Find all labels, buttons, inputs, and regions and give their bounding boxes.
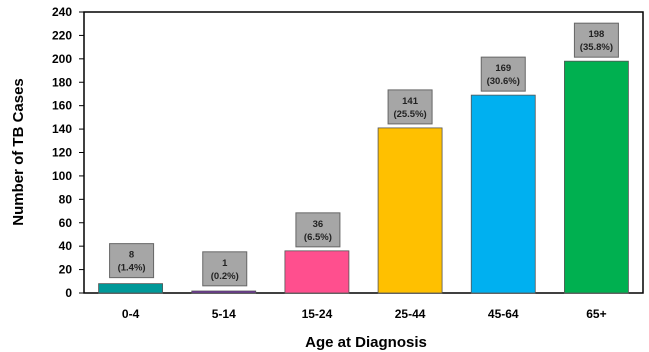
x-tick-label: 25-44 xyxy=(395,307,426,321)
y-tick-label: 40 xyxy=(59,239,73,253)
y-tick-label: 140 xyxy=(52,122,72,136)
data-label-count: 198 xyxy=(588,29,604,40)
x-axis-title: Age at Diagnosis xyxy=(305,334,427,351)
y-tick-label: 80 xyxy=(59,192,73,206)
data-label-percent: (35.8%) xyxy=(580,42,613,53)
bar-65+ xyxy=(564,60,629,294)
y-tick-label: 20 xyxy=(59,263,73,277)
y-tick-label: 240 xyxy=(52,5,72,19)
y-tick-label: 120 xyxy=(52,146,72,160)
bar-15-24 xyxy=(284,250,350,294)
data-label-box xyxy=(295,212,341,248)
data-label-callouts: 8 (1.4%) 1 (0.2%) 36 (6.5%) 141 (25.5%) 169 (30.6… xyxy=(109,22,619,287)
y-tick-label: 160 xyxy=(52,99,72,113)
data-label-box xyxy=(387,89,433,125)
x-tick-label: 15-24 xyxy=(302,307,333,321)
data-label-45-64: 169 (30.6%) xyxy=(480,56,526,92)
y-tick-label: 0 xyxy=(65,286,72,300)
x-tick-label: 0-4 xyxy=(122,307,140,321)
y-axis-ticks: 0 20 40 60 80 100 120 140 160 180 200 220 240 xyxy=(52,5,84,300)
y-tick-label: 200 xyxy=(52,52,72,66)
data-label-box xyxy=(573,22,619,58)
data-label-25-44: 141 (25.5%) xyxy=(387,89,433,125)
y-axis-title: Number of TB Cases xyxy=(10,78,27,226)
data-label-0-4: 8 (1.4%) xyxy=(109,243,155,279)
data-label-5-14: 1 (0.2%) xyxy=(202,251,248,287)
data-label-65+: 198 (35.8%) xyxy=(573,22,619,58)
bars xyxy=(98,60,629,294)
x-tick-label: 65+ xyxy=(586,307,606,321)
data-label-percent: (0.2%) xyxy=(211,271,239,282)
data-label-percent: (30.6%) xyxy=(487,76,520,87)
y-tick-label: 60 xyxy=(59,216,73,230)
data-label-percent: (6.5%) xyxy=(304,232,332,243)
data-label-count: 169 xyxy=(495,63,511,74)
bar-25-44 xyxy=(377,127,443,294)
data-label-percent: (25.5%) xyxy=(393,109,426,120)
y-tick-label: 180 xyxy=(52,75,72,89)
x-tick-label: 45-64 xyxy=(488,307,519,321)
data-label-box xyxy=(109,243,155,279)
data-label-15-24: 36 (6.5%) xyxy=(295,212,341,248)
data-label-count: 8 xyxy=(129,250,134,261)
bar-45-64 xyxy=(470,94,536,294)
x-tick-label: 5-14 xyxy=(212,307,236,321)
data-label-box xyxy=(480,56,526,92)
data-label-percent: (1.4%) xyxy=(118,263,146,274)
data-label-count: 141 xyxy=(402,96,419,107)
bar-0-4 xyxy=(98,283,163,294)
data-label-box xyxy=(202,251,248,287)
data-label-count: 1 xyxy=(222,258,228,269)
x-axis-ticks: 0-4 5-14 15-24 25-44 45-64 65+ xyxy=(122,307,607,321)
y-tick-label: 220 xyxy=(52,28,72,42)
bar-5-14 xyxy=(191,290,257,294)
y-tick-label: 100 xyxy=(52,169,72,183)
data-label-count: 36 xyxy=(313,219,324,230)
plot-area xyxy=(83,11,644,294)
